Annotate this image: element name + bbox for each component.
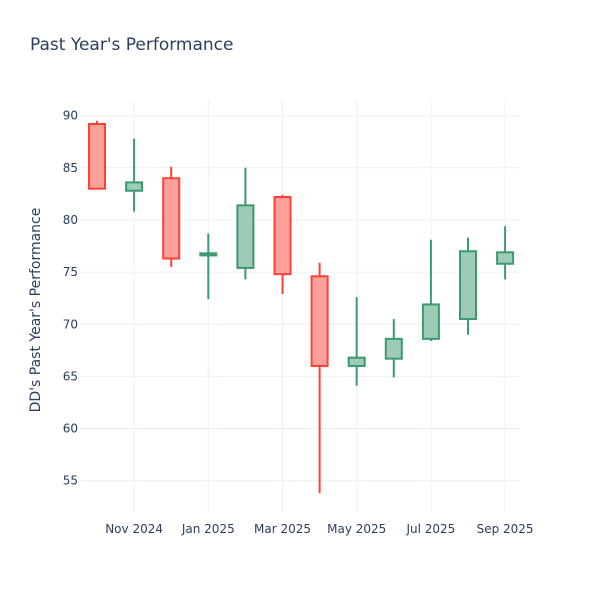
candle bbox=[273, 194, 292, 295]
x-tick-label: Sep 2025 bbox=[477, 522, 534, 536]
y-tick-label: 75 bbox=[63, 265, 78, 279]
y-tick-label: 90 bbox=[63, 109, 78, 123]
y-tick-label: 80 bbox=[63, 213, 78, 227]
candle bbox=[125, 138, 144, 212]
candle bbox=[236, 167, 255, 280]
x-tick-label: Jan 2025 bbox=[181, 522, 235, 536]
candle bbox=[310, 262, 329, 494]
x-tick-label: Mar 2025 bbox=[254, 522, 311, 536]
x-tick-label: Jul 2025 bbox=[405, 522, 455, 536]
candle-body bbox=[236, 204, 255, 269]
y-axis-ticks: 55 60 65 70 75 80 85 90 bbox=[63, 109, 78, 488]
candle-body bbox=[162, 177, 181, 260]
candle-body bbox=[459, 250, 477, 321]
y-tick-label: 85 bbox=[63, 161, 78, 175]
candle-body bbox=[347, 356, 366, 367]
chart-title: Past Year's Performance bbox=[30, 35, 234, 55]
x-axis-ticks: Nov 2024 Jan 2025 Mar 2025 May 2025 Jul 2025… bbox=[105, 522, 533, 536]
candle bbox=[421, 239, 440, 341]
x-tick-label: Nov 2024 bbox=[105, 522, 163, 536]
candle-body bbox=[273, 196, 292, 276]
candle bbox=[162, 166, 181, 267]
candle-body bbox=[125, 181, 144, 192]
y-axis-title: DD's Past Year's Performance bbox=[28, 208, 44, 413]
candle bbox=[347, 297, 366, 386]
candle bbox=[459, 237, 477, 335]
candle bbox=[384, 319, 403, 378]
candle-body bbox=[421, 303, 440, 340]
candle-body bbox=[199, 252, 218, 257]
candle bbox=[199, 233, 218, 300]
y-tick-label: 60 bbox=[63, 422, 78, 436]
candles bbox=[88, 120, 515, 494]
candle-body bbox=[88, 122, 106, 190]
candle-body bbox=[310, 275, 329, 367]
y-tick-label: 70 bbox=[63, 317, 78, 331]
candle-body bbox=[384, 337, 403, 360]
candle bbox=[88, 120, 106, 190]
candle bbox=[496, 226, 515, 280]
candle-body bbox=[496, 251, 515, 265]
y-tick-label: 65 bbox=[63, 369, 78, 383]
x-tick-label: May 2025 bbox=[327, 522, 386, 536]
y-tick-label: 55 bbox=[63, 474, 78, 488]
